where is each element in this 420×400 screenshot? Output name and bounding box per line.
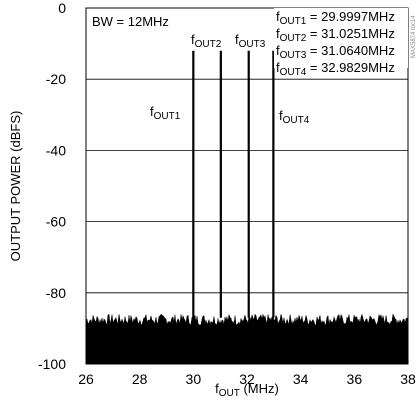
legend-line-1: fOUT1 = 29.9997MHz <box>276 9 395 27</box>
legend-line-4: fOUT4 = 32.9829MHz <box>276 60 395 78</box>
noise-floor-band <box>85 313 409 365</box>
x-tick-label: 36 <box>347 371 363 387</box>
x-axis-label-sub: OUT <box>219 388 240 399</box>
x-tick-label: 38 <box>400 371 416 387</box>
watermark: MAX5874 toc14 <box>411 15 417 58</box>
x-axis-label-base: f <box>215 381 219 396</box>
x-tick-label: 30 <box>186 371 202 387</box>
legend-line-3: fOUT3 = 31.0640MHz <box>276 43 395 61</box>
y-tick-label: -60 <box>46 214 66 230</box>
plot-frame <box>85 7 409 365</box>
x-tick-labels: 26 28 30 32 34 36 38 <box>78 371 416 387</box>
tone-label-1: fOUT1 <box>150 104 181 122</box>
gridlines <box>86 78 408 294</box>
y-tick-label: -40 <box>46 142 66 158</box>
y-tick-label: 0 <box>58 0 66 16</box>
x-tick-label: 26 <box>78 371 94 387</box>
y-axis-label: OUTPUT POWER (dBFS) <box>8 111 23 262</box>
y-tick-labels: 0 -20 -40 -60 -80 -100 <box>38 0 66 372</box>
y-tick-label: -20 <box>46 71 66 87</box>
x-axis-label-rest: (MHz) <box>240 381 279 396</box>
x-tick-label: 28 <box>132 371 148 387</box>
x-tick-label: 32 <box>239 371 255 387</box>
tone-label-3: fOUT3 <box>235 32 266 50</box>
tone-label-2: fOUT2 <box>191 32 222 50</box>
legend-line-2: fOUT2 = 31.0251MHz <box>276 26 395 44</box>
x-tick-label: 34 <box>293 371 309 387</box>
x-axis-label: fOUT (MHz) <box>215 381 279 399</box>
y-tick-label: -80 <box>46 285 66 301</box>
tone-labels: fOUT1 fOUT2 fOUT3 fOUT4 <box>150 32 310 126</box>
bandwidth-annotation: BW = 12MHz <box>92 14 169 29</box>
y-tick-label: -100 <box>38 356 66 372</box>
tone-label-4: fOUT4 <box>279 108 310 126</box>
tone-spikes <box>192 50 275 318</box>
legend-background <box>274 8 408 68</box>
noise-floor <box>85 313 409 365</box>
